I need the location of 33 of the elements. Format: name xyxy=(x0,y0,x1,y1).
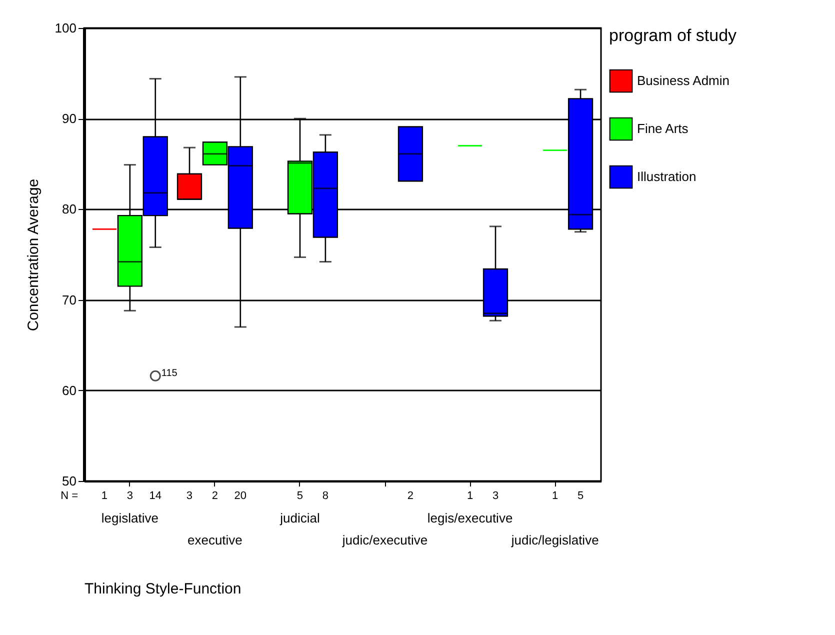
x-tick-label: judicial xyxy=(279,510,320,526)
legend-title: program of study xyxy=(609,26,738,45)
y-tick-label: 60 xyxy=(62,382,76,398)
legend-label: Fine Arts xyxy=(637,121,689,136)
y-tick-label: 100 xyxy=(54,20,76,36)
x-tick-label: judic/executive xyxy=(341,532,428,548)
text: 1 xyxy=(101,490,108,502)
x-tick-label: legis/executive xyxy=(427,510,513,526)
text: N = xyxy=(60,490,78,502)
text: 3 xyxy=(492,490,499,502)
x-tick-label: executive xyxy=(187,532,242,548)
text: 5 xyxy=(577,490,584,502)
text: 5 xyxy=(296,490,304,502)
x-tick-label: judic/legislative xyxy=(510,532,599,548)
legend-label: Illustration xyxy=(637,169,696,184)
text: 20 xyxy=(234,490,247,502)
x-axis-title: Thinking Style-Function xyxy=(84,580,242,598)
annotation: 115 xyxy=(161,368,178,379)
text: 8 xyxy=(322,490,328,502)
y-tick-label: 70 xyxy=(62,292,76,308)
text: 1 xyxy=(552,490,558,502)
text: 1 xyxy=(466,490,474,502)
text: 3 xyxy=(186,490,193,502)
y-tick-label: 90 xyxy=(62,111,76,126)
text: 2 xyxy=(212,490,218,502)
text: 14 xyxy=(149,490,162,502)
y-tick-label: 80 xyxy=(62,202,76,217)
y-axis-title: Concentration Average xyxy=(24,178,42,332)
x-tick-label: legislative xyxy=(101,510,158,526)
text: 2 xyxy=(407,490,414,502)
legend-label: Business Admin xyxy=(637,73,730,88)
text: 3 xyxy=(126,490,133,502)
y-tick-label: 50 xyxy=(62,474,76,488)
